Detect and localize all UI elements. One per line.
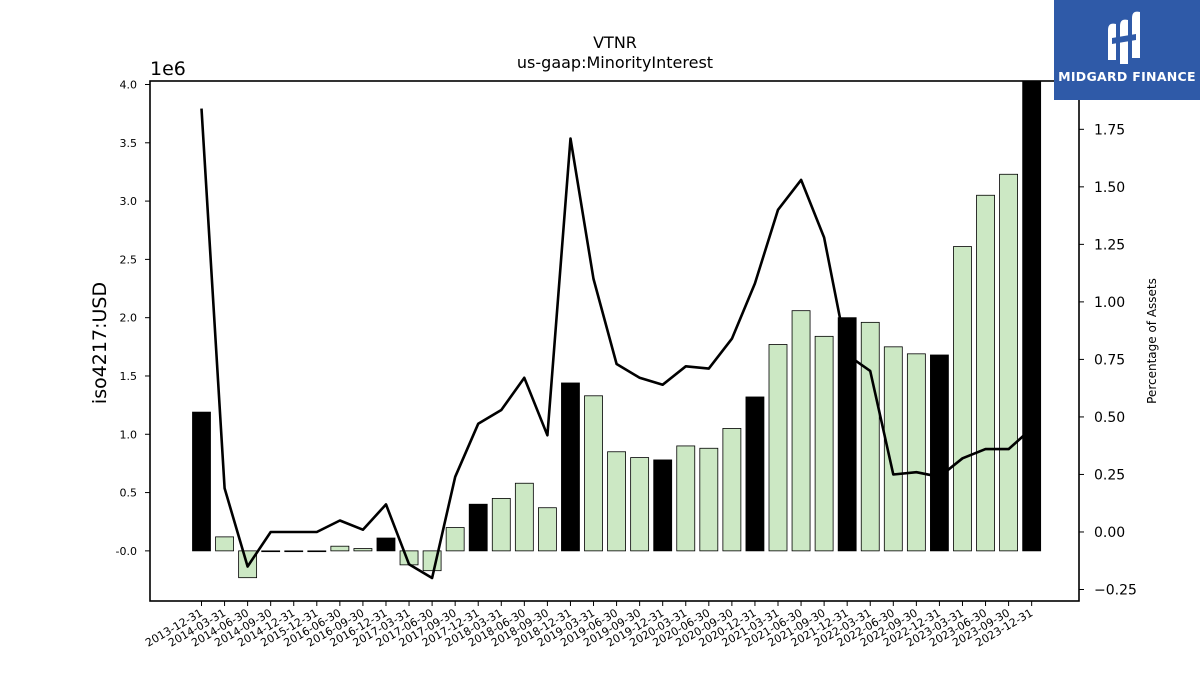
bar [883, 346, 903, 552]
y-right-tick-label: 1.25 [1094, 237, 1125, 253]
bar [999, 173, 1018, 552]
y-tick-label: 1.0 [120, 428, 138, 441]
y-right-tick-label: 0.00 [1094, 525, 1125, 541]
y-offset-label: 1e6 [150, 58, 186, 80]
y-right-tick-label: 1.75 [1094, 122, 1125, 138]
bar [491, 497, 511, 552]
y-right-tick-label: 0.50 [1094, 410, 1125, 426]
bar [607, 451, 626, 552]
bar [722, 428, 742, 552]
bar [468, 503, 488, 552]
bar [192, 411, 211, 552]
bar [376, 537, 396, 552]
bar [584, 395, 603, 552]
bar [791, 310, 811, 552]
chart-title: VTNR [593, 33, 637, 52]
y-tick-label: 2.5 [120, 253, 138, 266]
y-right-tick-label: 1.00 [1094, 295, 1125, 311]
y-right-tick-label: 0.25 [1094, 467, 1125, 483]
bar [814, 335, 834, 552]
y-tick-label: 2.0 [120, 312, 138, 325]
bar [284, 550, 304, 553]
y-axis-label: iso4217:USD [89, 282, 111, 404]
y-right-tick-label: 0.75 [1094, 352, 1125, 368]
bar [215, 536, 234, 552]
y-axis-right-label: Percentage of Assets [1145, 278, 1159, 404]
series-line-percentage-of-assets [200, 108, 1033, 580]
bar [514, 482, 534, 552]
y-right-tick-label: −0.25 [1094, 582, 1137, 598]
y-tick-label: 0.5 [120, 487, 138, 500]
bar [676, 445, 696, 552]
chart-subtitle: us-gaap:MinorityInterest [517, 53, 713, 72]
y-right-tick-label: 1.50 [1094, 180, 1125, 196]
bar [930, 354, 949, 552]
y-tick-label: -0.0 [116, 545, 137, 558]
bar [745, 396, 765, 552]
bar [768, 344, 788, 552]
bar [630, 457, 650, 552]
y-tick-label: 4.0 [120, 78, 138, 91]
bar [561, 382, 580, 552]
bar [445, 527, 465, 552]
bar [976, 194, 995, 552]
logo-text: MIDGARD FINANCE [1058, 69, 1196, 84]
bar [307, 550, 327, 553]
bar [653, 459, 673, 552]
bar [699, 447, 719, 552]
bar [330, 545, 350, 552]
bar [953, 246, 972, 552]
bar [261, 550, 281, 553]
logo: MIDGARD FINANCE [1054, 0, 1200, 100]
bar [1022, 80, 1042, 552]
y-tick-label: 3.0 [120, 195, 138, 208]
bar [860, 321, 880, 552]
bar [538, 507, 557, 552]
bar [837, 317, 857, 552]
bar [353, 548, 373, 552]
y-tick-label: 1.5 [120, 370, 138, 383]
plot-frame [149, 80, 1080, 602]
midgard-logo-icon [1108, 11, 1140, 65]
y-tick-label: 3.5 [120, 137, 138, 150]
bar [906, 353, 926, 552]
